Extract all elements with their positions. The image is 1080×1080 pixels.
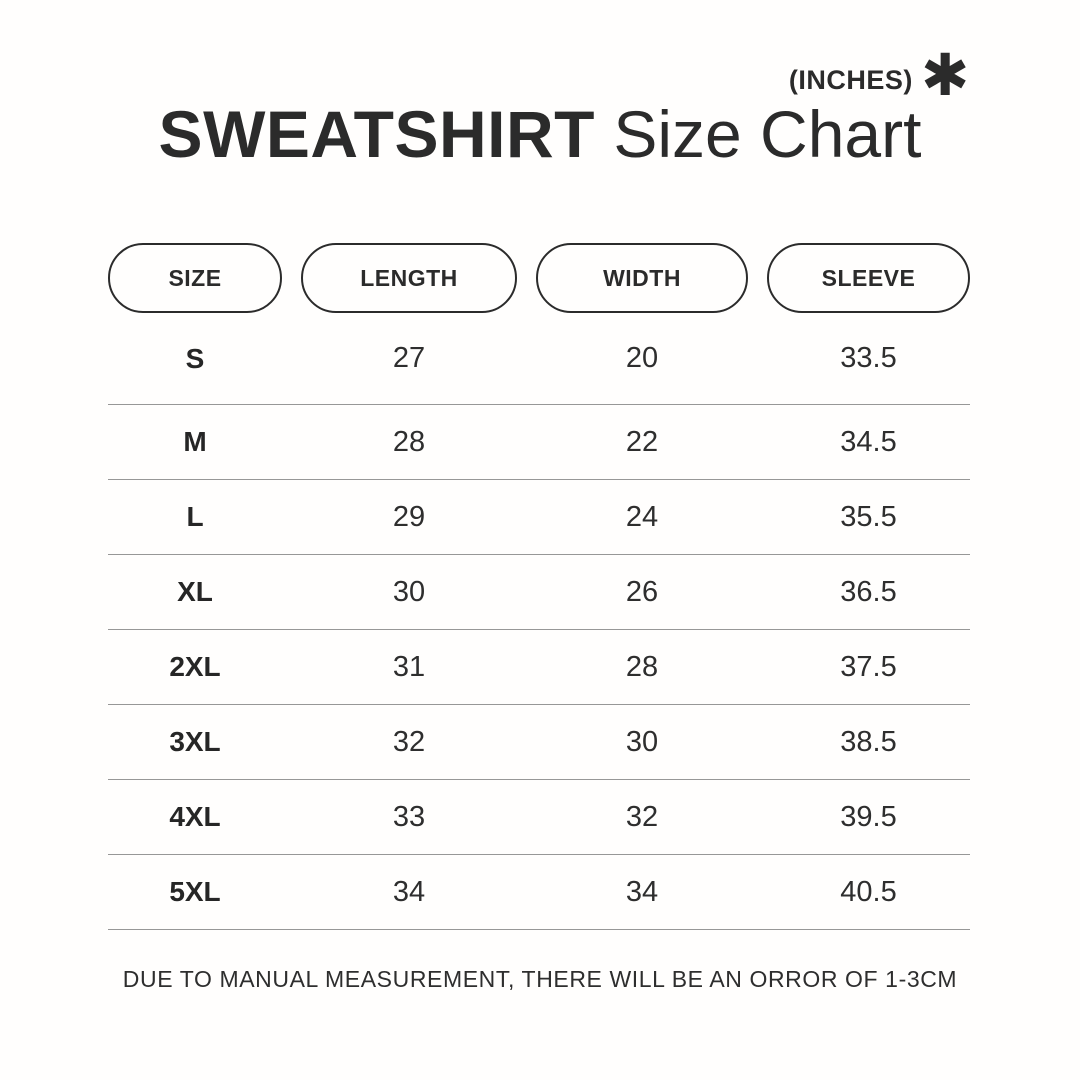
cell-size: XL	[177, 576, 213, 607]
cell-length: 27	[392, 342, 426, 374]
cell-sleeve: 35.5	[840, 500, 897, 533]
cell-sleeve: 40.5	[840, 875, 897, 908]
size-table-body: S 27 20 33.5 M 28 22 34.5 L 29 24 35.5 XL 30 26 36.5 2XL…	[108, 313, 970, 930]
cell-width: 22	[625, 425, 659, 458]
column-header-length: LENGTH	[301, 243, 517, 313]
cell-length: 28	[392, 425, 426, 458]
cell-length: 30	[392, 575, 426, 608]
cell-width: 34	[625, 875, 659, 908]
cell-width: 32	[625, 800, 659, 833]
cell-width: 24	[625, 500, 659, 533]
table-row: 4XL 33 32 39.5	[108, 780, 970, 855]
asterisk-icon: ✱	[920, 43, 970, 108]
column-header-sleeve: SLEEVE	[767, 243, 970, 313]
cell-length: 31	[392, 650, 426, 683]
cell-length: 34	[392, 875, 426, 908]
table-row: 3XL 32 30 38.5	[108, 705, 970, 780]
title-product: SWEATSHIRT	[158, 97, 595, 171]
cell-size: L	[186, 501, 204, 532]
cell-size: 3XL	[169, 726, 221, 757]
table-row: 2XL 31 28 37.5	[108, 630, 970, 705]
cell-width: 30	[625, 725, 659, 758]
page-title: SWEATSHIRT Size Chart	[0, 98, 1080, 171]
cell-sleeve: 37.5	[840, 650, 897, 683]
table-row: 5XL 34 34 40.5	[108, 855, 970, 930]
units-text: (INCHES)	[788, 64, 913, 95]
column-header-width: WIDTH	[536, 243, 748, 313]
table-row: M 28 22 34.5	[108, 405, 970, 480]
cell-width: 20	[625, 342, 659, 374]
footer-note: DUE TO MANUAL MEASUREMENT, THERE WILL BE…	[122, 966, 958, 992]
cell-size: M	[183, 426, 207, 457]
cell-width: 28	[625, 650, 659, 683]
cell-sleeve: 34.5	[840, 425, 897, 458]
column-header-size: SIZE	[108, 243, 282, 313]
cell-sleeve: 33.5	[840, 342, 897, 374]
cell-size: S	[185, 342, 205, 374]
cell-size: 5XL	[169, 876, 221, 907]
table-row: S 27 20 33.5	[108, 313, 970, 405]
cell-sleeve: 36.5	[840, 575, 897, 608]
title-suffix: Size Chart	[613, 97, 922, 171]
table-header-row: SIZE LENGTH WIDTH SLEEVE	[108, 243, 970, 313]
cell-size: 2XL	[169, 651, 221, 682]
cell-size: 4XL	[169, 801, 221, 832]
units-label: (INCHES) ✱	[788, 46, 970, 104]
table-row: L 29 24 35.5	[108, 480, 970, 555]
table-row: XL 30 26 36.5	[108, 555, 970, 630]
cell-width: 26	[625, 575, 659, 608]
cell-sleeve: 38.5	[840, 725, 897, 758]
cell-length: 32	[392, 725, 426, 758]
cell-length: 29	[392, 500, 426, 533]
cell-sleeve: 39.5	[840, 800, 897, 833]
cell-length: 33	[392, 800, 426, 833]
